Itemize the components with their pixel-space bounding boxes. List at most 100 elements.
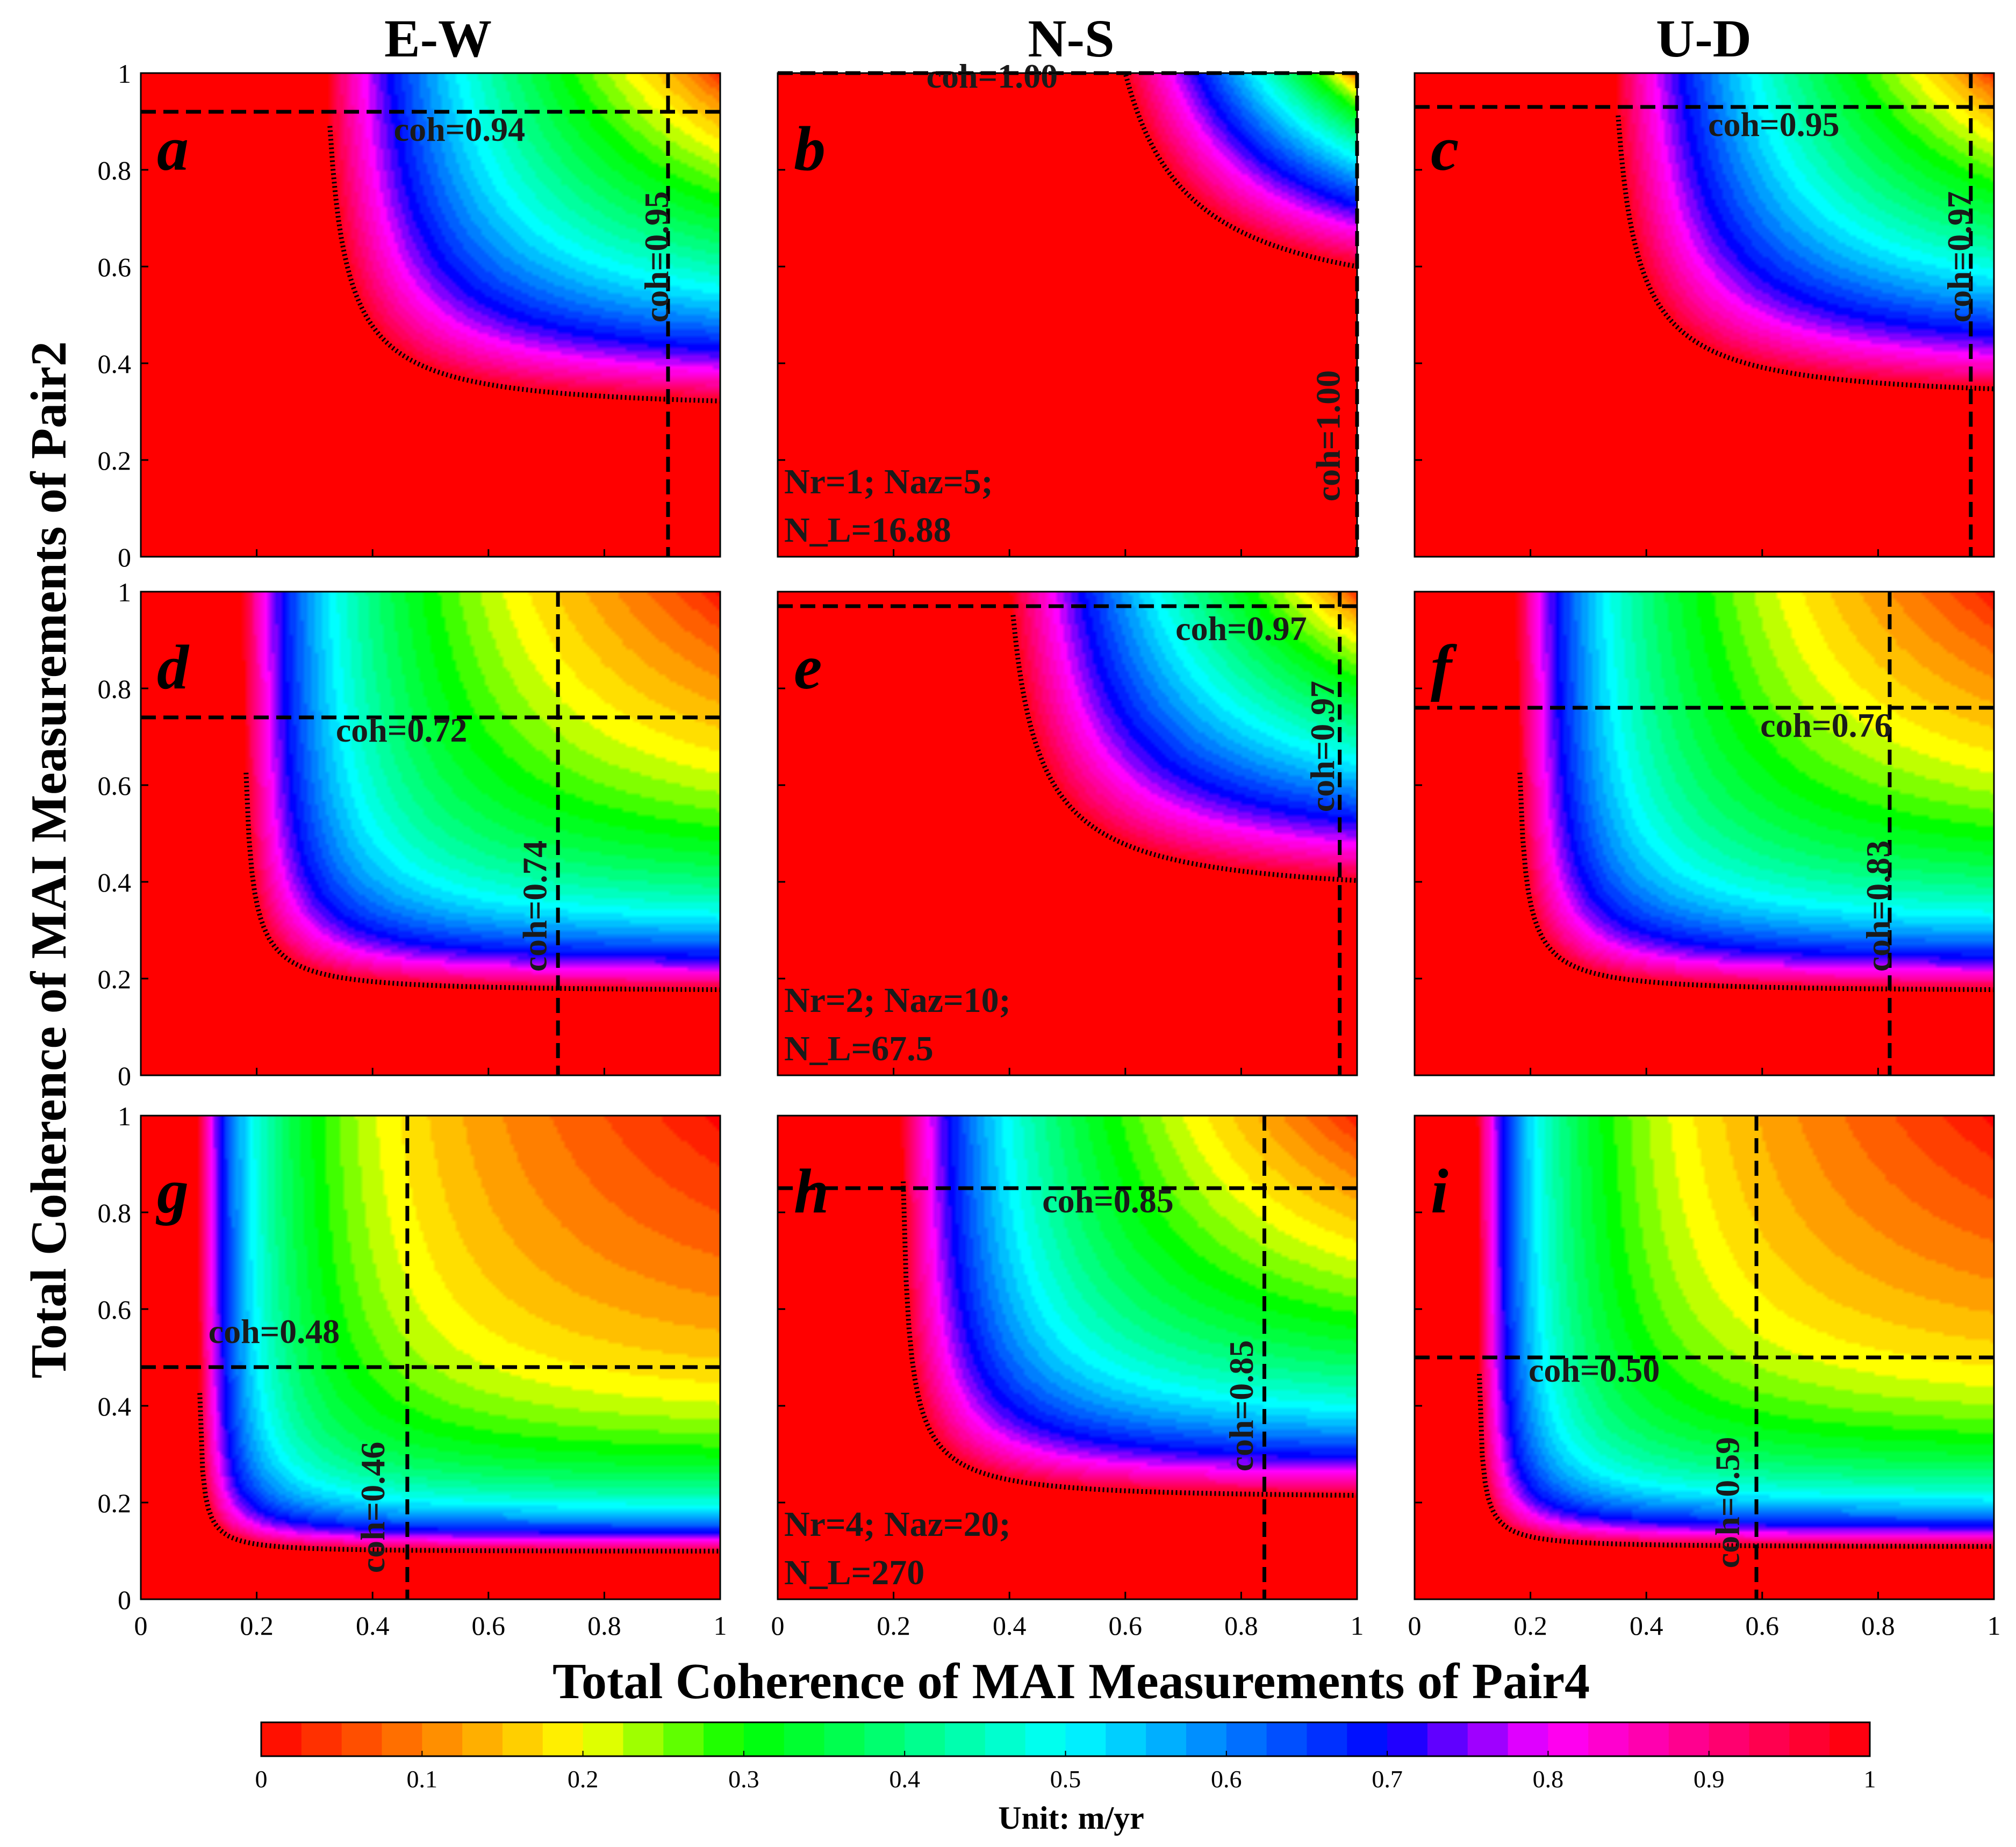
colorbar-segment (1266, 1722, 1308, 1756)
y-tick-label-d: 0.4 (98, 867, 132, 897)
coh-label-horizontal-g: coh=0.48 (209, 1312, 340, 1350)
colorbar-segment (1548, 1722, 1589, 1756)
coh-label-horizontal-b: coh=1.00 (927, 57, 1058, 95)
colorbar-label: Unit: m/yr (998, 1800, 1144, 1836)
colorbar-segment (1146, 1722, 1187, 1756)
axes-frame-c (1414, 72, 1995, 558)
colorbar-segment (784, 1722, 825, 1756)
colorbar-segment (1789, 1722, 1831, 1756)
panel-i (1415, 1116, 1994, 1599)
y-tick-label-a: 0.4 (98, 349, 132, 379)
x-tick-label-g: 0 (134, 1611, 148, 1641)
x-tick-label-i: 0.8 (1861, 1611, 1895, 1641)
colorbar-segment (1467, 1722, 1509, 1756)
axes-frame-i (1414, 1115, 1995, 1600)
n-label-line2-e: N_L=67.5 (784, 1029, 934, 1068)
colorbar-segment (864, 1722, 906, 1756)
colorbar-segment (1749, 1722, 1790, 1756)
panel-letter-d: d (157, 632, 190, 702)
colorbar-segment (1106, 1722, 1147, 1756)
axes-frame-f (1414, 591, 1995, 1076)
coh-label-horizontal-c: coh=0.95 (1708, 105, 1839, 143)
panel-letter-b: b (794, 113, 826, 184)
axes-frame-e (777, 591, 1358, 1076)
x-tick-label-h: 0.8 (1224, 1611, 1258, 1641)
column-title-ud: U-D (1656, 9, 1752, 68)
colorbar-tick-label: 0.1 (407, 1765, 438, 1793)
heatmap-c (1415, 73, 1994, 557)
colorbar-segment (301, 1722, 342, 1756)
x-tick-label-g: 0.8 (587, 1611, 621, 1641)
colorbar-tick-label: 0.8 (1533, 1765, 1564, 1793)
coh-label-vertical-c: coh=0.97 (1940, 191, 1978, 322)
colorbar-segment (985, 1722, 1026, 1756)
colorbar-segment (1025, 1722, 1066, 1756)
column-title-ew: E-W (384, 9, 492, 68)
colorbar-tick-label: 0.9 (1694, 1765, 1725, 1793)
contour-i (1477, 1374, 1994, 1549)
y-tick-label-d: 0.2 (98, 964, 132, 994)
y-tick-label-a: 0.6 (98, 252, 132, 282)
coh-label-horizontal-f: coh=0.76 (1760, 706, 1891, 744)
contour-g (197, 1393, 720, 1554)
heatmap-f (1415, 592, 1994, 1075)
colorbar-segment (1668, 1722, 1710, 1756)
colorbar-segment (341, 1722, 383, 1756)
panel-letter-a: a (157, 113, 189, 184)
colorbar-segment (1628, 1722, 1669, 1756)
y-tick-label-d: 1 (118, 577, 131, 607)
y-tick-label-d: 0 (118, 1061, 131, 1091)
y-tick-label-a: 0 (118, 542, 131, 572)
y-tick-label-a: 0.8 (98, 155, 132, 185)
n-label-line2-b: N_L=16.88 (784, 511, 951, 550)
colorbar-segment (1709, 1722, 1750, 1756)
colorbar-segment (542, 1722, 584, 1756)
y-axis-label: Total Coherence of MAI Measurements of P… (21, 341, 77, 1378)
coh-label-horizontal-d: coh=0.72 (336, 711, 467, 749)
colorbar-tick-label: 0.2 (568, 1765, 599, 1793)
colorbar-tick-label: 0.3 (728, 1765, 759, 1793)
x-tick-label-g: 0.4 (356, 1611, 390, 1641)
colorbar-segment (382, 1722, 423, 1756)
colorbar-segment (704, 1722, 744, 1756)
panel-d (141, 592, 720, 1075)
colorbar-segment (502, 1722, 543, 1756)
colorbar-segment (1186, 1722, 1227, 1756)
x-tick-label-h: 0.4 (993, 1611, 1027, 1641)
colorbar-segment (905, 1722, 946, 1756)
panel-letter-c: c (1431, 113, 1459, 184)
colorbar-segment (583, 1722, 624, 1756)
panel-letter-g: g (155, 1156, 189, 1226)
panel-b (778, 73, 1357, 557)
heatmap-layer (141, 73, 1994, 1599)
colorbar-segment (1387, 1722, 1428, 1756)
contour-f (1517, 772, 1995, 993)
heatmap-d (141, 592, 720, 1075)
x-tick-label-h: 0.2 (877, 1611, 910, 1641)
y-tick-label-g: 0.2 (98, 1488, 132, 1518)
coh-label-horizontal-i: coh=0.50 (1529, 1351, 1660, 1389)
y-tick-label-a: 1 (118, 59, 131, 89)
colorbar-segment (743, 1722, 785, 1756)
coh-label-vertical-e: coh=0.97 (1303, 681, 1341, 812)
coh-label-vertical-h: coh=0.85 (1222, 1340, 1260, 1471)
x-tick-label-h: 0.6 (1109, 1611, 1143, 1641)
y-tick-label-a: 0.2 (98, 445, 132, 476)
axes-frame-d (140, 591, 721, 1076)
coh-label-vertical-f: coh=0.83 (1859, 840, 1897, 972)
heatmap-i (1415, 1116, 1994, 1599)
contour-b (1123, 74, 1358, 269)
heatmap-g (141, 1116, 720, 1599)
x-tick-label-i: 0.2 (1513, 1611, 1547, 1641)
colorbar-segment (1347, 1722, 1388, 1756)
y-tick-label-d: 0.6 (98, 771, 132, 801)
contour-c (1616, 115, 1995, 392)
coh-label-vertical-g: coh=0.46 (354, 1442, 392, 1573)
panel-letter-e: e (794, 632, 822, 702)
x-tick-label-g: 0.2 (240, 1611, 274, 1641)
x-tick-label-i: 0 (1408, 1611, 1422, 1641)
heatmap-a (141, 73, 720, 557)
panel-a (141, 73, 720, 557)
axes-frame-h (777, 1115, 1358, 1600)
